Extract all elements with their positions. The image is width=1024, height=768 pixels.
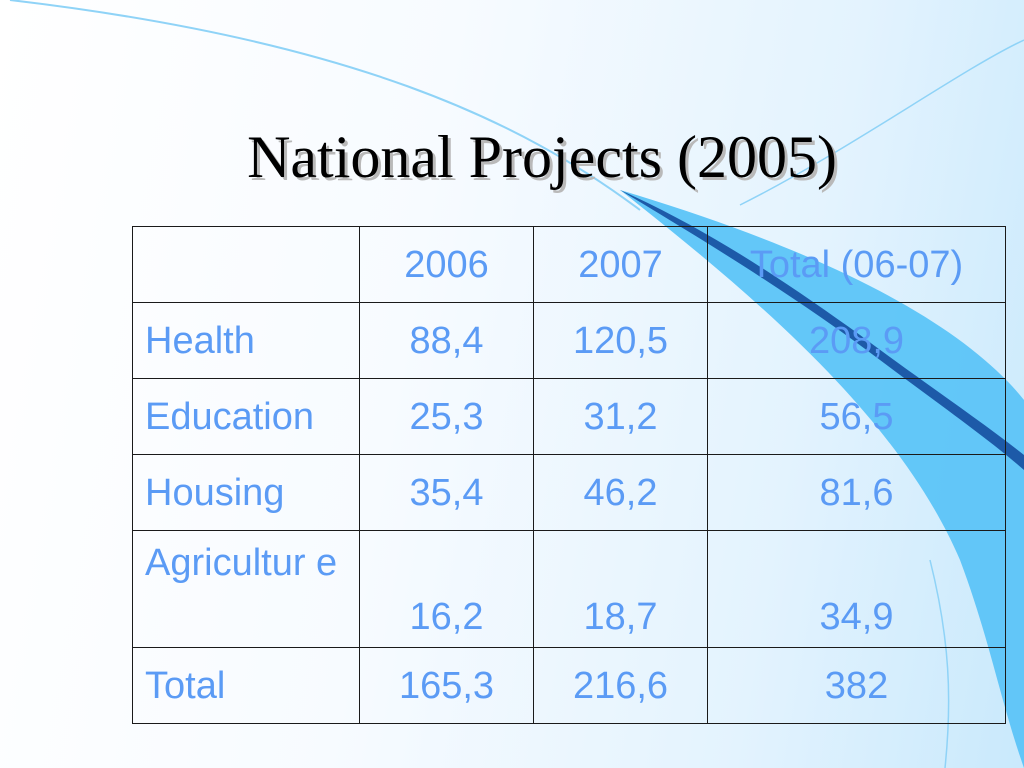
table-row: Housing 35,4 46,2 81,6 — [132, 454, 1006, 531]
cell-2007: 120,5 — [533, 302, 708, 379]
cell-2006: 35,4 — [359, 454, 534, 531]
cell-2006: 16,2 — [359, 530, 534, 648]
table-row: Health 88,4 120,5 208,9 — [132, 302, 1006, 379]
table-row: Total 165,3 216,6 382 — [132, 647, 1006, 724]
cell-2007: 31,2 — [533, 378, 708, 455]
header-cell-empty — [132, 226, 360, 303]
row-label: Education — [132, 378, 360, 455]
header-cell-2006: 2006 — [359, 226, 534, 303]
cell-total: 382 — [707, 647, 1006, 724]
data-table: 2006 2007 Total (06-07) Health 88,4 120,… — [132, 226, 1006, 724]
slide-title: National Projects (2005) — [247, 124, 837, 190]
cell-2006: 165,3 — [359, 647, 534, 724]
cell-total: 34,9 — [707, 530, 1006, 648]
row-label: Agricultur e — [132, 530, 360, 648]
thin-arc-top — [9, 0, 641, 211]
cell-2006: 25,3 — [359, 378, 534, 455]
cell-total: 81,6 — [707, 454, 1006, 531]
cell-total: 56,5 — [707, 378, 1006, 455]
cell-total: 208,9 — [707, 302, 1006, 379]
cell-2006: 88,4 — [359, 302, 534, 379]
row-label: Housing — [132, 454, 360, 531]
thin-arc-right — [739, 39, 1024, 206]
cell-2007: 46,2 — [533, 454, 708, 531]
row-label: Health — [132, 302, 360, 379]
row-label: Total — [132, 647, 360, 724]
table-row: Education 25,3 31,2 56,5 — [132, 378, 1006, 455]
header-cell-2007: 2007 — [533, 226, 708, 303]
cell-2007: 216,6 — [533, 647, 708, 724]
table-header-row: 2006 2007 Total (06-07) — [132, 226, 1006, 303]
cell-2007: 18,7 — [533, 530, 708, 648]
header-cell-total: Total (06-07) — [707, 226, 1006, 303]
table-row: Agricultur e 16,2 18,7 34,9 — [132, 530, 1006, 648]
